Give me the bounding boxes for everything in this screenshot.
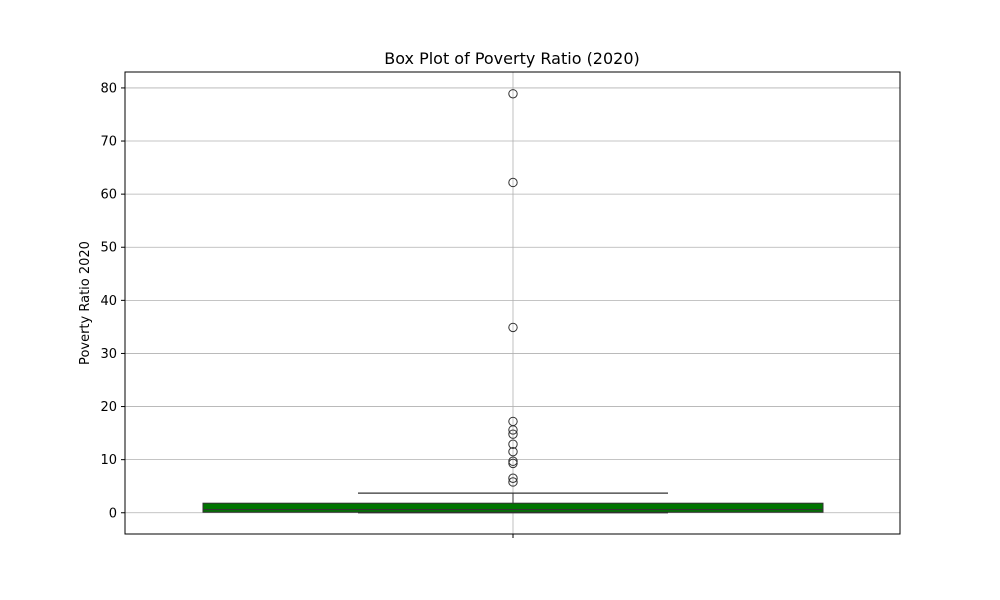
- y-tick-label: 70: [100, 135, 117, 150]
- y-tick-label: 10: [100, 453, 117, 468]
- y-tick-label: 60: [100, 188, 117, 203]
- y-tick-label: 40: [100, 294, 117, 309]
- chart-title: Box Plot of Poverty Ratio (2020): [384, 49, 640, 68]
- y-tick-label: 50: [100, 241, 117, 256]
- outlier-point: [508, 416, 518, 427]
- y-tick-label: 30: [100, 347, 117, 362]
- outlier-point: [508, 456, 518, 466]
- outlier-point: [508, 446, 518, 457]
- y-tick-label: 80: [100, 81, 117, 96]
- outlier-point: [508, 322, 518, 333]
- y-axis-label: Poverty Ratio 2020: [78, 241, 93, 365]
- outlier-point: [508, 439, 518, 449]
- outlier-point: [508, 429, 518, 439]
- box-iqr: [202, 502, 824, 513]
- y-tick-label: 20: [100, 400, 117, 415]
- outlier-point: [508, 458, 518, 469]
- plot-area: [202, 89, 824, 514]
- outlier-point: [508, 473, 518, 483]
- y-axis-ticks: 0 10 20 30 40 50 60 70 80: [100, 81, 125, 521]
- y-tick-label: 0: [109, 506, 117, 521]
- outlier-point: [508, 477, 518, 487]
- outlier-point: [508, 177, 518, 188]
- outlier-point: [508, 89, 518, 99]
